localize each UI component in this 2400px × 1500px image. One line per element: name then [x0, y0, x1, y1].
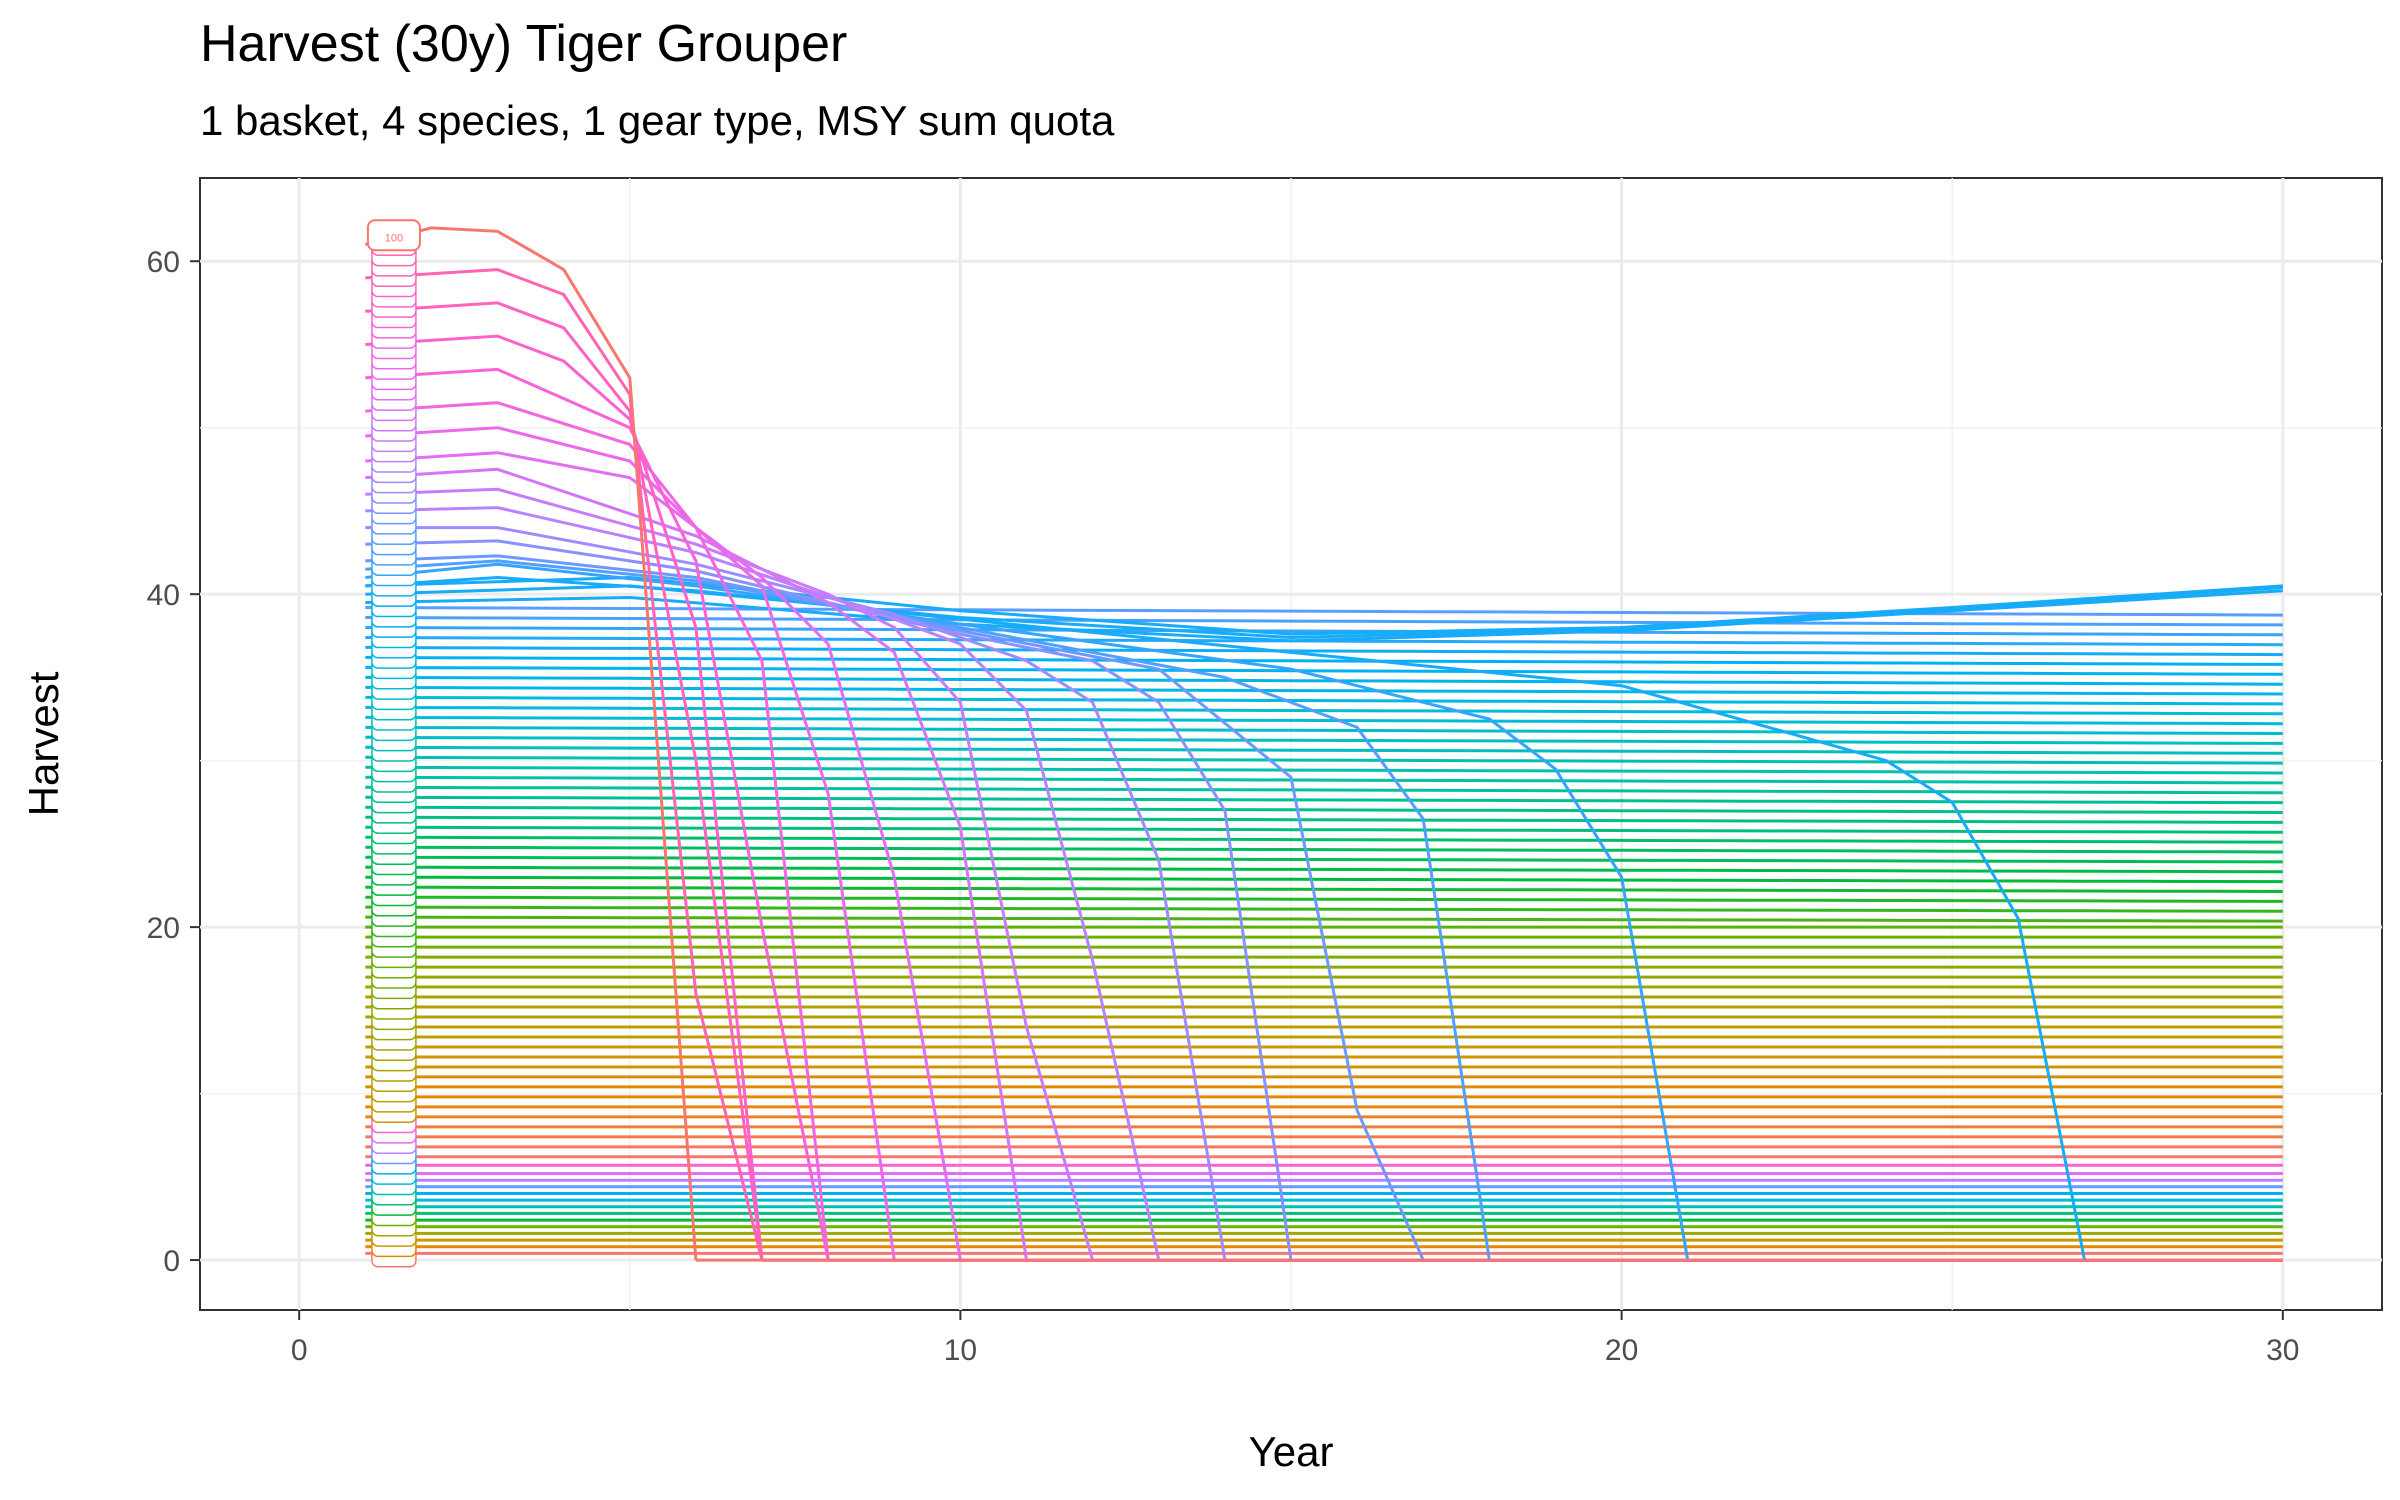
x-tick-label: 20	[1605, 1334, 1638, 1367]
series-line	[365, 835, 2283, 844]
series-line	[365, 825, 2283, 834]
series-line	[365, 301, 764, 1261]
x-tick-label: 10	[944, 1334, 977, 1367]
series-line	[365, 725, 2283, 735]
series-line	[365, 506, 1161, 1261]
series-line	[365, 805, 2283, 814]
series-line	[365, 785, 2283, 795]
y-axis-title: Harvest	[20, 671, 67, 816]
series-line	[365, 554, 1425, 1261]
y-tick-label: 40	[147, 579, 180, 612]
x-tick-label: 30	[2266, 1334, 2299, 1367]
series-line	[365, 745, 2283, 755]
y-tick-label: 20	[147, 912, 180, 945]
line-label-text: 100	[385, 232, 403, 244]
series-line	[365, 865, 2283, 874]
tick-labels: 0 10 20 30 0 20 40 60	[147, 246, 2300, 1367]
series-line	[365, 467, 1028, 1261]
series-line	[365, 875, 2283, 884]
series-line	[365, 268, 764, 1261]
chart-subtitle: 1 basket, 4 species, 1 gear type, MSY su…	[200, 97, 1115, 144]
x-tick-label: 0	[291, 1334, 308, 1367]
series-line	[365, 526, 1227, 1261]
series-line	[365, 626, 2283, 637]
series-line	[365, 775, 2283, 785]
y-tick-label: 0	[163, 1245, 180, 1278]
series-line	[365, 589, 2283, 643]
series-line	[365, 735, 2283, 745]
series-line	[365, 715, 2283, 726]
series-line	[365, 539, 1293, 1261]
series-line	[365, 645, 2283, 657]
series-line	[365, 559, 1491, 1261]
series-line	[365, 855, 2283, 864]
series-line	[365, 755, 2283, 765]
series-line	[365, 905, 2283, 913]
series-line	[365, 795, 2283, 805]
series-line	[365, 334, 764, 1261]
series-line	[365, 675, 2283, 686]
x-axis-title: Year	[1249, 1428, 1334, 1475]
axis-ticks	[190, 260, 2284, 1320]
series-line	[365, 451, 962, 1261]
series-line	[365, 665, 2283, 676]
series-line	[365, 367, 830, 1261]
series-line	[365, 685, 2283, 696]
line-label-layer: 100	[366, 219, 421, 1268]
series-line	[365, 915, 2283, 923]
series-line	[365, 401, 830, 1261]
series-line	[365, 765, 2283, 775]
series-line	[365, 562, 1690, 1261]
chart-title: Harvest (30y) Tiger Grouper	[200, 15, 848, 73]
series-line	[365, 616, 2283, 627]
series-line	[365, 575, 2086, 1261]
series-layer	[364, 226, 2283, 1262]
series-line	[365, 845, 2283, 854]
series-line	[365, 487, 1095, 1261]
line-label-box	[366, 219, 421, 252]
series-line	[365, 606, 2283, 617]
series-line	[365, 655, 2283, 666]
y-tick-label: 60	[147, 246, 180, 279]
